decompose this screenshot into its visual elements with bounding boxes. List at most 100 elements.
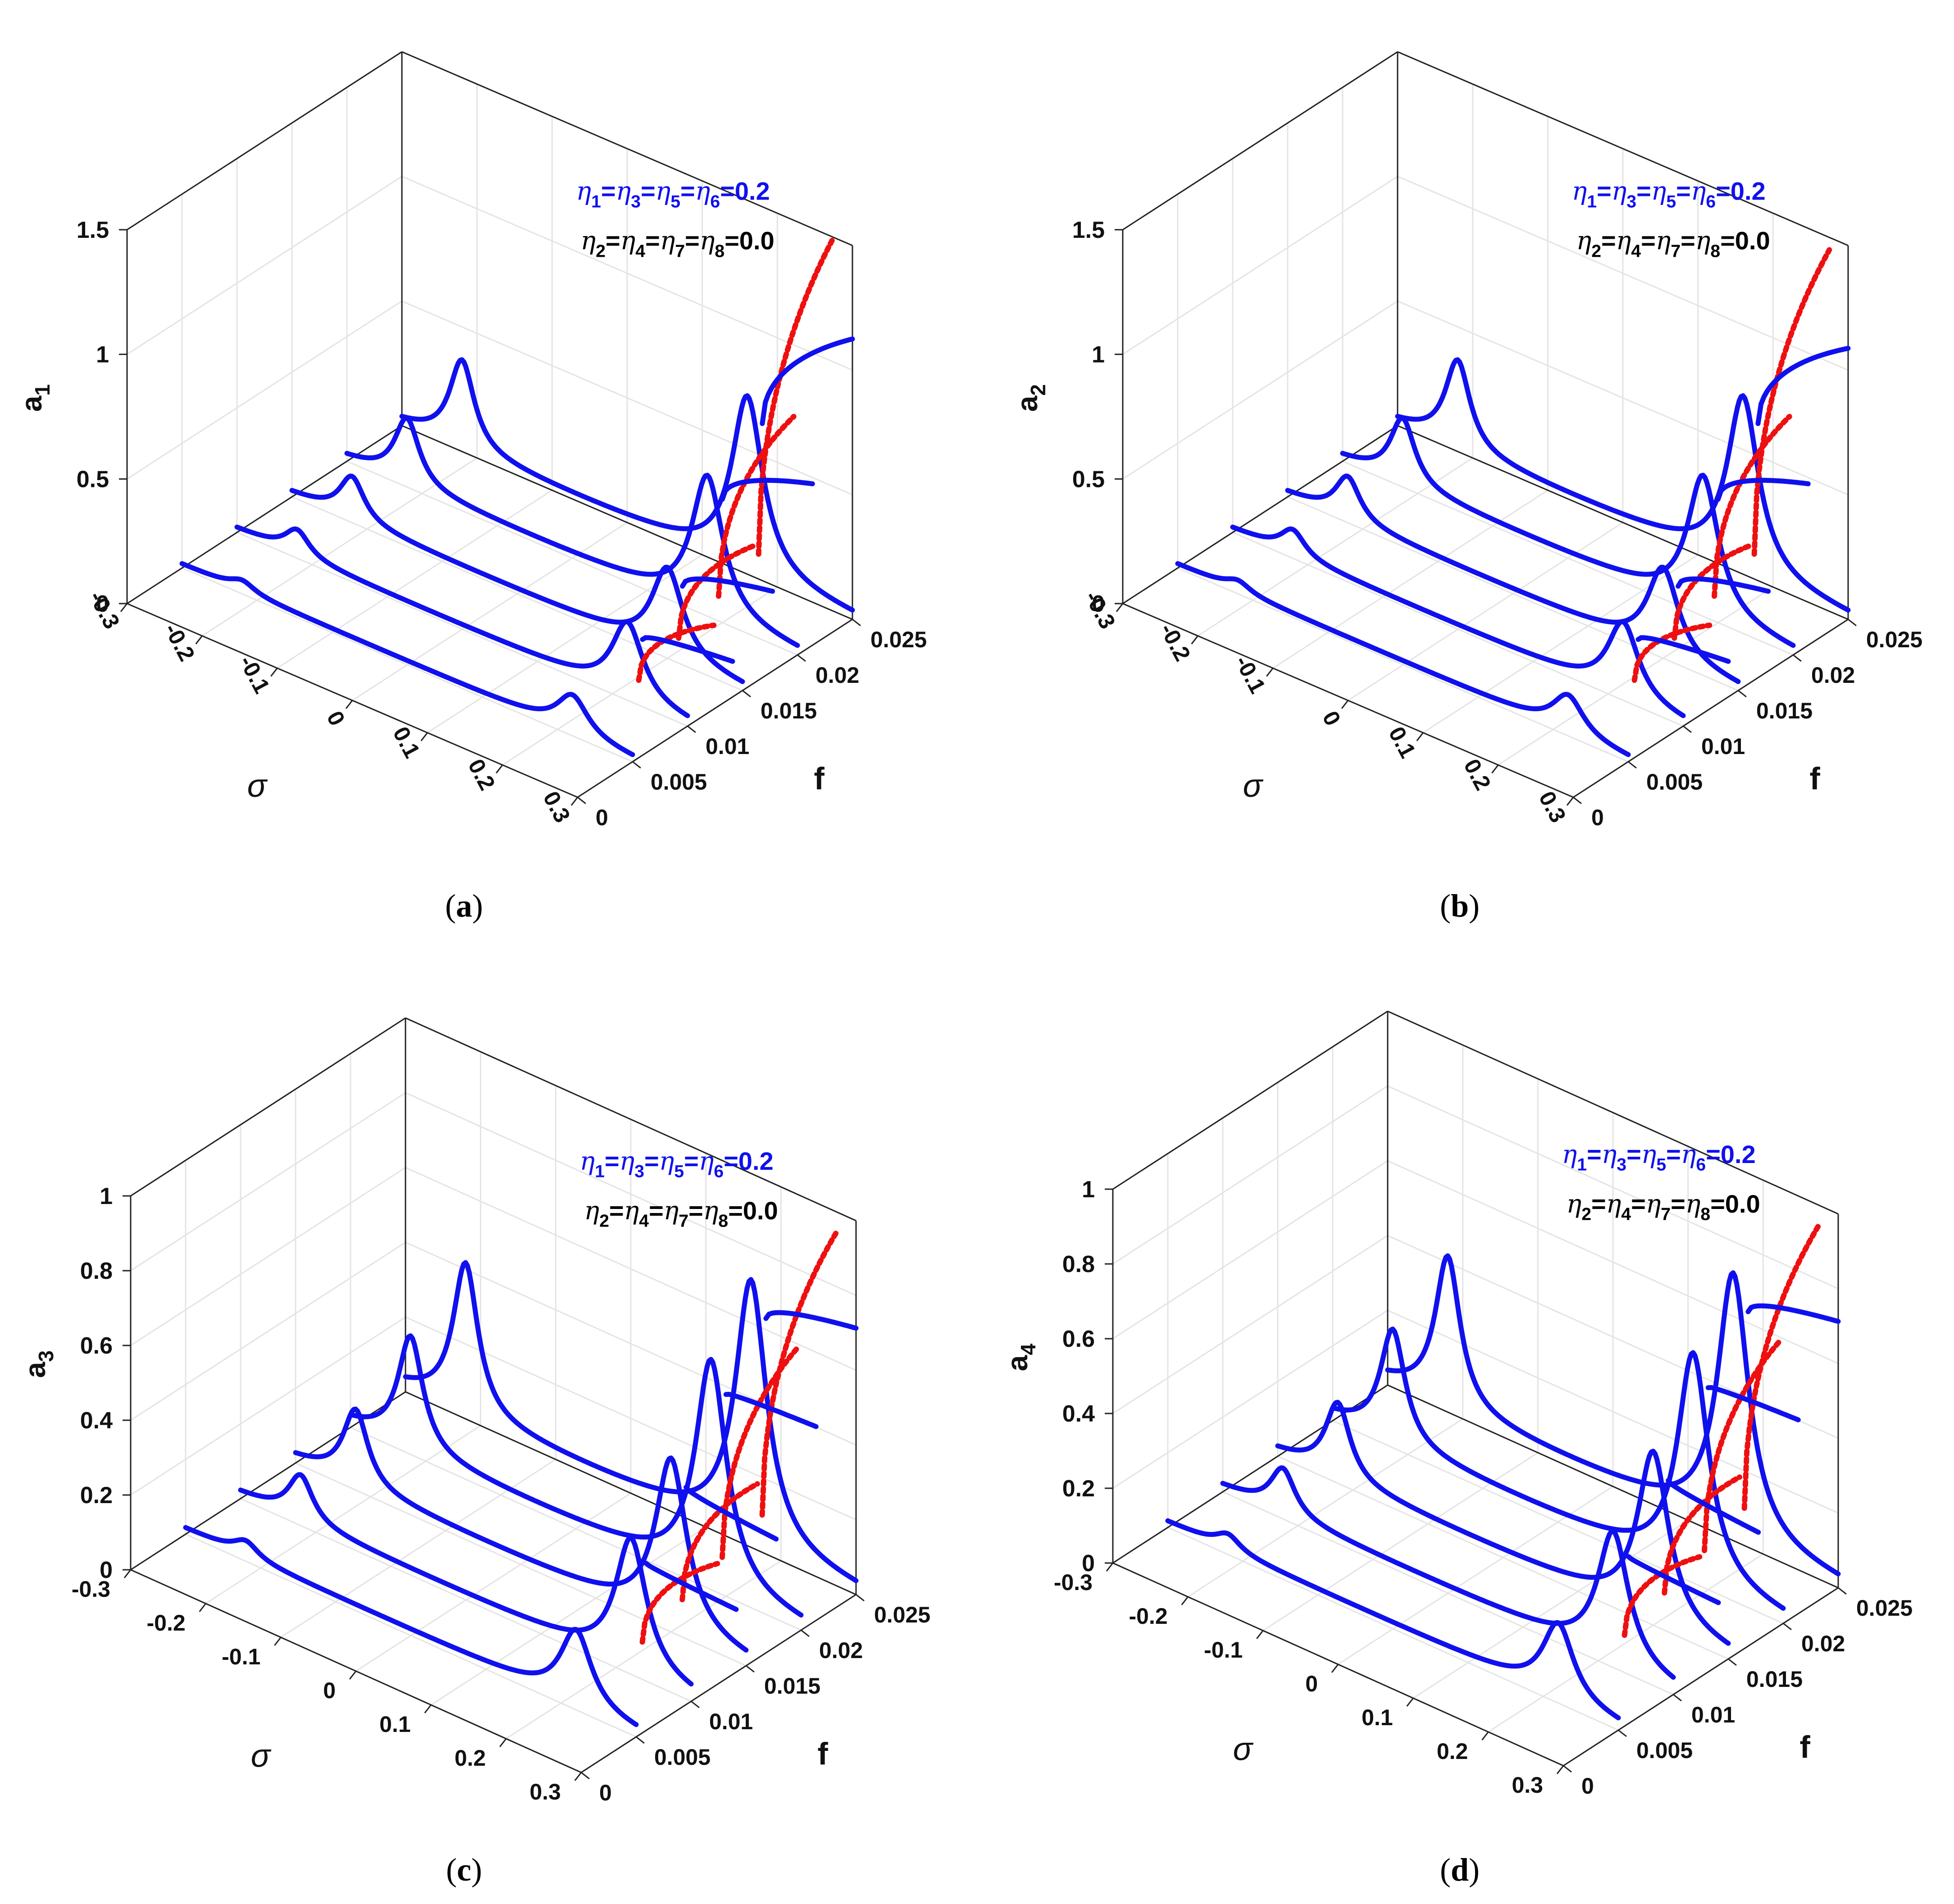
x-tick: [1556, 1765, 1564, 1774]
y-axis-line: [1563, 1587, 1839, 1767]
grid-z-left: [130, 1167, 406, 1346]
box-edge: [405, 1391, 856, 1595]
upper-stable-branch-f-0.01: [640, 635, 735, 664]
stable-branch-f-0.015: [1285, 473, 1741, 684]
y-axis-line: [577, 618, 853, 798]
upper-stable-branch-f-0.02: [1715, 477, 1811, 502]
y-tick-label: 0: [1591, 805, 1604, 830]
y-tick-label: 0.005: [1646, 769, 1703, 795]
unstable-branch-f-0.01: [1631, 623, 1713, 683]
z-axis-title: a4: [1001, 1344, 1040, 1372]
x-tick-label: 0.1: [1362, 1705, 1393, 1730]
stable-branch-f-0.02: [1330, 1327, 1786, 1611]
box-edge: [1122, 51, 1398, 231]
stable-branch-f-0.01: [1220, 1465, 1676, 1680]
x-tick: [345, 700, 353, 709]
grid-y-floor: [292, 496, 743, 691]
grid-y-floor: [1342, 460, 1794, 656]
y-tick-label: 0.005: [651, 769, 707, 795]
z-tick-label: 0.8: [1062, 1251, 1095, 1277]
y-tick: [1848, 618, 1857, 627]
box-edge: [1387, 1384, 1839, 1589]
y-tick: [1838, 1587, 1847, 1595]
annotation-damping-black: η2=η4=η7=η8=0.0: [584, 1196, 778, 1231]
annotation-damping-black: η2=η4=η7=η8=0.0: [581, 227, 774, 261]
x-tick-label: 0.3: [538, 787, 575, 827]
box-edge: [127, 51, 402, 231]
upper-stable-branch-f-0.015: [683, 1485, 779, 1542]
y-tick-label: 0.01: [1701, 734, 1745, 759]
y-tick: [1728, 1658, 1737, 1666]
y-tick-label: 0.015: [761, 698, 817, 723]
upper-stable-branch-f-0.025: [760, 336, 855, 426]
y-tick-label: 0.025: [874, 1602, 930, 1627]
x-tick: [1481, 1731, 1489, 1740]
y-tick-label: 0.015: [1746, 1667, 1803, 1692]
upper-stable-branch-f-0.02: [1705, 1385, 1801, 1422]
z-tick-label: 1: [100, 1183, 113, 1209]
x-tick-label: 0.1: [388, 723, 425, 762]
z-tick-label: 0.5: [1072, 466, 1105, 492]
y-tick-label: 0: [599, 1780, 612, 1805]
box-edge: [401, 425, 853, 620]
panel-c: 0 0.2 0.4 0.6 0.8 1 -0.3 -0.2 -0.1 0 0.1 0.2 0.3 0 0.0…: [19, 1017, 930, 1805]
x-tick: [1491, 764, 1499, 774]
x-tick-label: 0.2: [1459, 755, 1496, 795]
x-tick: [424, 1704, 432, 1713]
caption-d: (d): [1439, 1852, 1480, 1888]
x-tick: [1341, 700, 1349, 709]
unstable-branch-f-0.02: [1712, 414, 1792, 599]
upper-stable-branch-f-0.025: [1745, 1303, 1841, 1324]
z-tick-label: 0.8: [80, 1258, 113, 1284]
x-tick: [274, 1637, 282, 1646]
z-tick-label: 0.2: [80, 1482, 113, 1509]
z-tick-label: 0: [1082, 1550, 1095, 1577]
caption-a: (a): [445, 888, 483, 924]
x-tick-label: 0: [1317, 707, 1346, 730]
z-tick-label: 0.4: [1062, 1401, 1095, 1427]
grid-y-floor: [295, 1462, 747, 1667]
z-axis-title: a3: [19, 1350, 58, 1378]
grid-z-left: [1112, 1235, 1388, 1414]
y-tick-label: 0.025: [1856, 1595, 1913, 1621]
grid-y-floor: [185, 1533, 637, 1738]
z-tick-label: 0: [1092, 591, 1105, 617]
unstable-branch-f-0.025: [756, 235, 837, 557]
grid-x-floor: [1488, 1553, 1764, 1733]
x-tick: [420, 732, 428, 741]
grid-z-left: [127, 300, 402, 480]
x-tick: [270, 668, 278, 677]
annotation-damping-black: η2=η4=η7=η8=0.0: [1576, 227, 1770, 261]
grid-x-floor: [506, 1560, 782, 1740]
y-axis-title: f: [1810, 761, 1821, 796]
y-axis-title: f: [818, 1736, 829, 1771]
y-tick-label: 0.01: [709, 1709, 753, 1734]
annotation-damping-blue: η1=η3=η5=η6=0.2: [580, 1147, 774, 1181]
grid-y-floor: [1167, 1527, 1619, 1731]
y-tick-label: 0.025: [870, 627, 927, 652]
grid-y-floor: [240, 1498, 692, 1702]
upper-stable-branch-f-0.025: [763, 1310, 859, 1331]
grid-y-floor: [350, 1427, 802, 1631]
y-tick: [1683, 725, 1692, 733]
x-tick-label: 0.1: [1384, 723, 1421, 762]
box-edge: [1397, 425, 1849, 620]
grid-x-floor: [352, 522, 628, 701]
x-tick-label: 0.3: [1512, 1772, 1543, 1798]
stable-branch-f-0.025: [1395, 357, 1851, 613]
unstable-branch-f-0.01: [636, 623, 717, 683]
upper-stable-branch-f-0.02: [723, 1391, 819, 1429]
y-tick-label: 0.01: [1691, 1702, 1735, 1727]
x-tick-label: -0.1: [1204, 1637, 1243, 1663]
y-tick-label: 0.015: [1756, 698, 1813, 723]
stable-branch-f-0.01: [1230, 524, 1686, 718]
y-tick: [687, 725, 696, 733]
panel-b: 0 0.5 1 1.5 -0.3 -0.2 -0.1 0 0.1 0.2 0.3 0 0.005 0.01…: [1011, 51, 1922, 830]
unstable-branch-f-0.015: [676, 543, 756, 641]
x-tick-label: -0.2: [1155, 619, 1195, 665]
y-tick: [797, 654, 806, 662]
upper-stable-branch-f-0.025: [1755, 345, 1851, 426]
y-tick: [746, 1665, 755, 1673]
panel-d: 0 0.2 0.4 0.6 0.8 1 -0.3 -0.2 -0.1 0 0.1 0.2 0.3 0 0.0…: [1001, 1010, 1913, 1799]
